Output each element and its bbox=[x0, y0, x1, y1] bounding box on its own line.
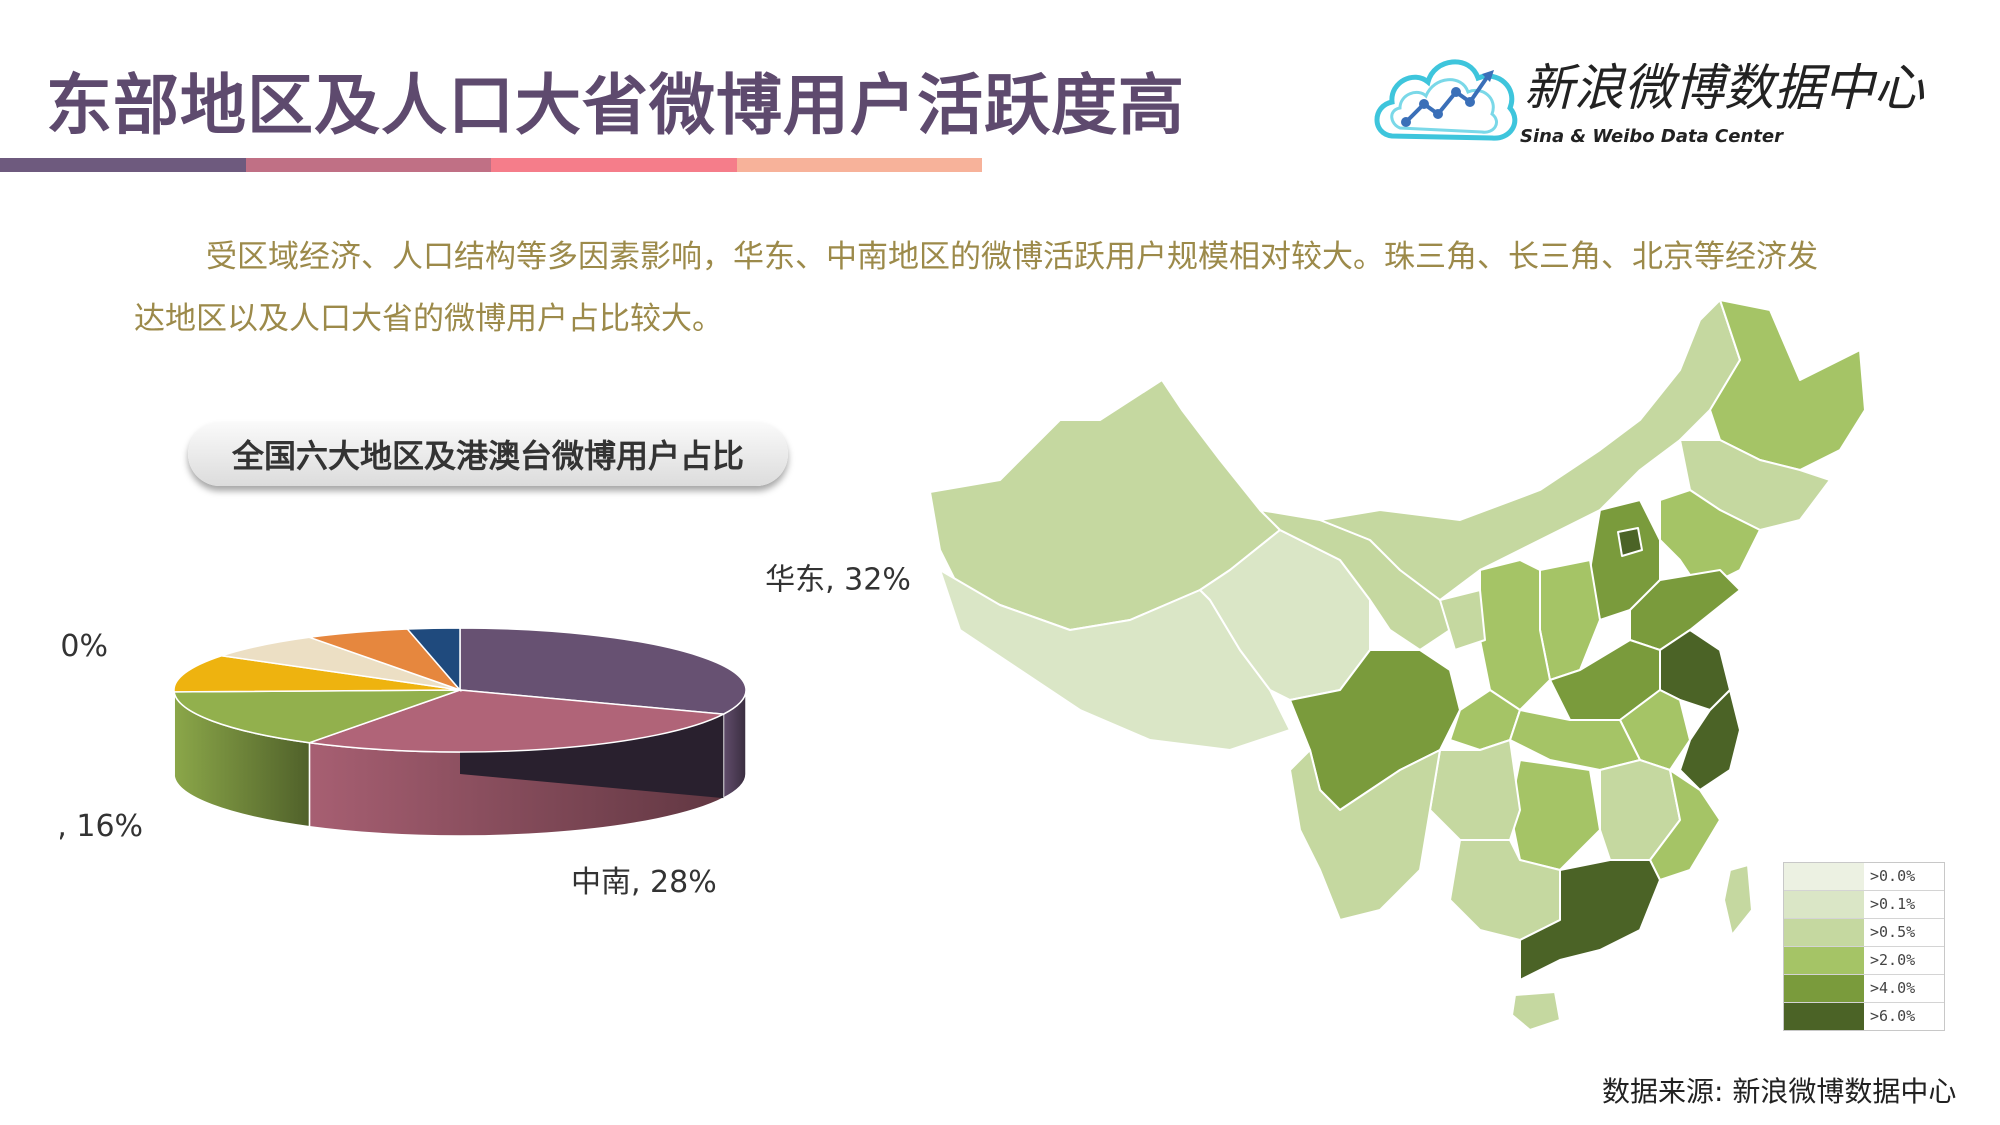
data-source: 数据来源: 新浪微博数据中心 bbox=[1602, 1075, 1957, 1108]
title-bar-segment-1 bbox=[0, 158, 246, 172]
pie-slice-华东 bbox=[459, 627, 747, 715]
region-hainan bbox=[1511, 991, 1561, 1031]
cloud-chart-icon bbox=[1374, 59, 1518, 141]
pie-label: 华东, 32% bbox=[765, 562, 911, 597]
region-heilongjiang bbox=[1709, 299, 1866, 471]
pie-label: 西南, 10% bbox=[60, 629, 108, 664]
legend-row: >6.0% bbox=[1784, 1003, 1944, 1030]
legend-swatch bbox=[1784, 863, 1864, 890]
legend-row: >2.0% bbox=[1784, 947, 1944, 975]
legend-swatch bbox=[1784, 891, 1864, 918]
legend-label: >0.0% bbox=[1870, 867, 1916, 885]
legend-row: >0.0% bbox=[1784, 863, 1944, 891]
legend-row: >4.0% bbox=[1784, 975, 1944, 1003]
region-zhejiang-shanghai bbox=[1679, 689, 1741, 791]
legend-label: >0.1% bbox=[1870, 895, 1916, 913]
sina-weibo-logo: 新浪微博数据中心 Sina & Weibo Data Center bbox=[1372, 44, 1952, 154]
title-bar-segment-3 bbox=[491, 158, 737, 172]
legend-row: >0.5% bbox=[1784, 919, 1944, 947]
pie-chart: 华东, 32%中南, 28%华北, 16%西南, 10%东北, 7%西北, 6%… bbox=[60, 562, 911, 900]
pie-slice-中南 bbox=[309, 689, 727, 753]
map-legend: >0.0% >0.1% >0.5% >2.0% >4.0% >6.0% bbox=[1783, 862, 1945, 1031]
legend-swatch bbox=[1784, 975, 1864, 1002]
pie-label: 华北, 16% bbox=[60, 809, 143, 844]
region-guangdong bbox=[1519, 859, 1661, 981]
region-fujian bbox=[1649, 769, 1721, 881]
region-guizhou bbox=[1429, 739, 1521, 841]
page-title: 东部地区及人口大省微博用户活跃度高 bbox=[46, 67, 1185, 144]
pie-slice-华北 bbox=[173, 689, 461, 744]
region-hunan bbox=[1509, 759, 1601, 871]
region-beijing bbox=[1617, 527, 1643, 557]
region-yunnan bbox=[1289, 749, 1441, 921]
region-ningxia bbox=[1439, 589, 1486, 651]
legend-label: >2.0% bbox=[1870, 951, 1916, 969]
legend-row: >0.1% bbox=[1784, 891, 1944, 919]
legend-swatch bbox=[1784, 1003, 1864, 1030]
pie-slice-西南 bbox=[173, 654, 461, 693]
logo-text: 新浪微博数据中心 bbox=[1524, 59, 1924, 117]
region-liaoning bbox=[1659, 489, 1761, 591]
region-shaanxi bbox=[1479, 559, 1551, 711]
legend-swatch bbox=[1784, 947, 1864, 974]
title-underline-bar bbox=[0, 158, 982, 172]
legend-label: >0.5% bbox=[1870, 923, 1916, 941]
title-bar-segment-4 bbox=[736, 158, 982, 172]
pie-label: 中南, 28% bbox=[571, 865, 717, 900]
china-map bbox=[929, 299, 1866, 1031]
legend-label: >4.0% bbox=[1870, 979, 1916, 997]
pie-chart-title: 全国六大地区及港澳台微博用户占比 bbox=[188, 422, 788, 486]
title-bar-segment-2 bbox=[245, 158, 491, 172]
pie-slice-东北 bbox=[221, 636, 461, 691]
region-taiwan bbox=[1723, 864, 1753, 936]
summary-paragraph: 受区域经济、人口结构等多因素影响，华东、中南地区的微博活跃用户规模相对较大。珠三… bbox=[134, 239, 1818, 337]
region-shanxi bbox=[1539, 559, 1601, 681]
legend-swatch bbox=[1784, 919, 1864, 946]
logo-subtext: Sina & Weibo Data Center bbox=[1520, 126, 1783, 147]
pie-slice-港澳台及海外 bbox=[405, 627, 461, 693]
legend-label: >6.0% bbox=[1870, 1007, 1916, 1025]
